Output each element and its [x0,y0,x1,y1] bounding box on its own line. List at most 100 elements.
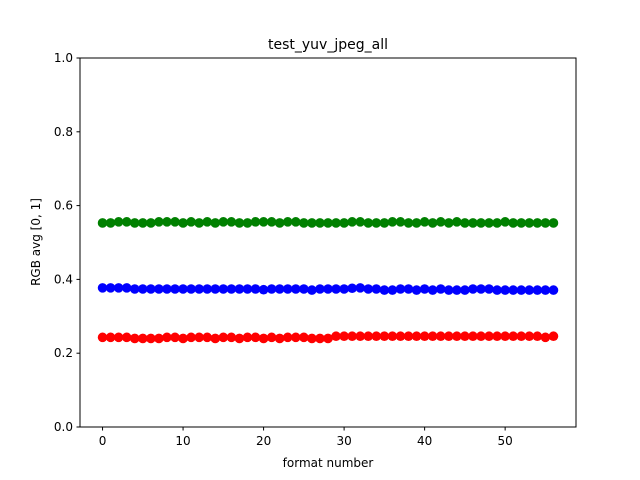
data-point [274,218,285,228]
data-point [532,218,543,228]
data-point [250,332,261,343]
data-point [331,331,341,342]
data-point [299,284,309,294]
data-point [363,218,374,228]
y-tick-label: 1.0 [54,51,73,65]
x-tick-label: 30 [336,434,351,448]
data-point [468,218,478,228]
data-point [129,218,140,228]
data-point [274,284,285,294]
data-point [282,332,293,343]
data-point [307,218,317,228]
data-point [443,331,454,342]
data-point [146,218,156,228]
data-point [105,332,116,343]
data-point [363,284,374,294]
data-point [242,332,253,343]
data-point [266,284,277,294]
data-point [202,217,213,227]
y-tick-label: 0.8 [54,125,73,139]
data-point [154,284,164,294]
x-tick-label: 0 [99,434,107,448]
data-point [138,333,148,344]
data-point [427,285,438,295]
data-point [419,217,430,227]
data-point [331,284,341,294]
data-point [146,284,156,294]
data-point [484,218,494,228]
data-point [476,331,486,342]
data-point [379,218,390,228]
data-point [129,333,140,344]
data-point [202,332,213,343]
data-point [492,331,502,342]
data-point [548,218,559,228]
data-point [97,283,108,293]
data-point [307,333,317,344]
data-point [186,284,196,294]
data-point [468,284,478,294]
data-point [532,285,543,295]
data-point [387,331,398,342]
data-point [524,285,535,295]
data-point [210,284,221,294]
data-point [234,218,245,228]
data-point [258,217,269,227]
data-point [411,285,422,295]
y-axis-label: RGB avg [0, 1] [29,198,43,286]
data-point [299,218,309,228]
data-point [411,331,422,342]
data-point [371,218,382,228]
data-point [411,218,422,228]
data-point [427,331,438,342]
data-point [379,331,390,342]
data-point [371,331,382,342]
data-point [274,333,285,344]
data-point [500,217,510,227]
data-point [282,284,293,294]
data-point [460,285,470,295]
data-point [226,284,237,294]
data-point [403,218,414,228]
y-tick-label: 0.6 [54,199,73,213]
data-point [379,285,390,295]
data-point [347,331,357,342]
data-point [371,284,382,294]
data-point [315,333,325,344]
data-point [492,285,502,295]
data-point [363,331,374,342]
data-point [500,331,510,342]
data-point [121,332,132,343]
data-point [532,331,543,342]
data-point [403,284,414,294]
data-point [548,331,559,342]
data-point [452,217,462,227]
data-point [162,332,172,343]
data-point [234,284,245,294]
data-point [548,285,559,295]
data-point [266,217,277,227]
data-point [435,217,446,227]
data-point [282,217,293,227]
data-point [323,333,333,344]
data-point [154,217,164,227]
data-point [170,332,180,343]
x-tick-label: 50 [498,434,513,448]
data-point [460,218,470,228]
data-point [443,285,454,295]
data-point [508,331,518,342]
data-point [154,333,164,344]
data-point [218,284,229,294]
data-point [186,217,196,227]
data-point [468,331,478,342]
data-point [218,332,229,343]
data-point [476,284,486,294]
data-point [443,218,454,228]
data-point [524,331,535,342]
data-point [460,331,470,342]
data-point [121,217,132,227]
data-point [339,331,349,342]
x-tick-label: 10 [175,434,190,448]
data-point [508,285,518,295]
